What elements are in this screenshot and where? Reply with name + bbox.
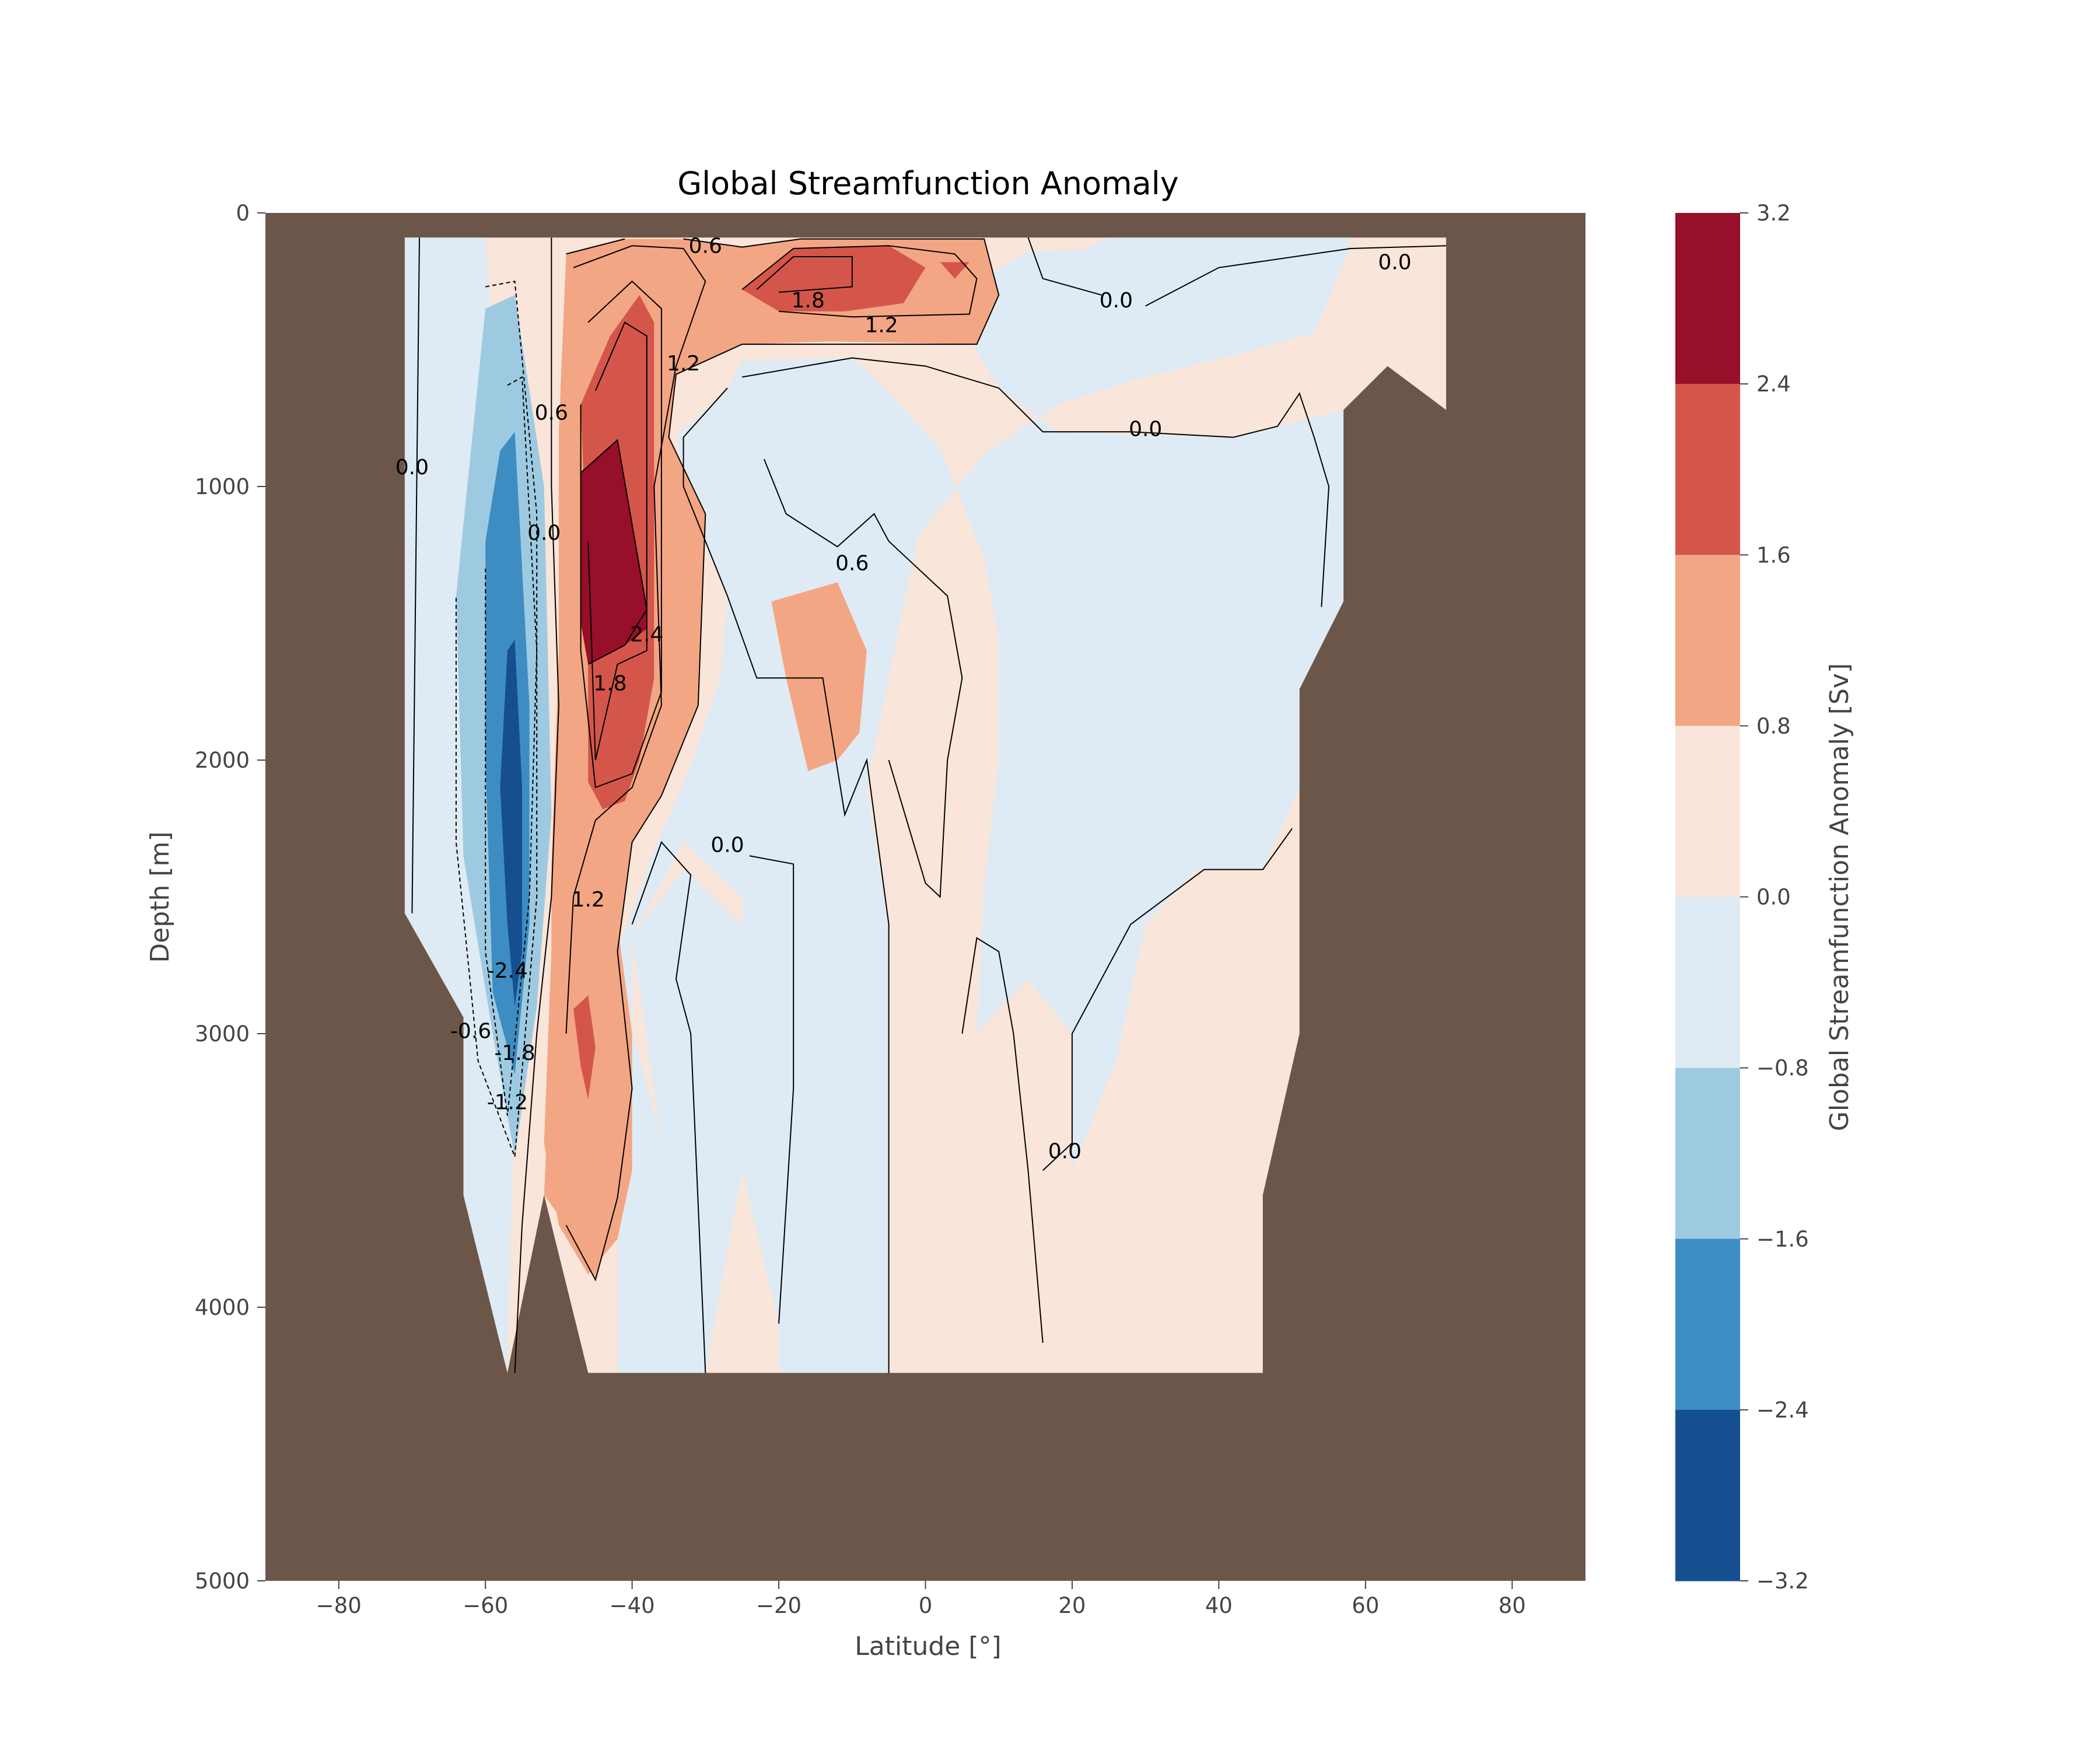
contour-line-top-12 <box>741 245 978 318</box>
x-axis: −80 −60 −40 −20 0 20 40 60 80 <box>316 1581 1526 1618</box>
contour-line-zero-inner-loop <box>682 387 890 1373</box>
colorbar-swatch <box>1675 555 1740 726</box>
contour-line-zero-west-inner <box>514 237 559 1373</box>
x-tick-label: −20 <box>756 1593 802 1618</box>
colorbar-swatch <box>1675 1238 1740 1410</box>
contour-line-zero-north-upper <box>1027 237 1102 296</box>
y-tick-label: 2000 <box>195 748 250 773</box>
colorbar-swatch <box>1675 897 1740 1069</box>
contour-label: 1.8 <box>593 672 626 696</box>
contour-label: 0.0 <box>1100 289 1133 313</box>
x-tick-label: −60 <box>463 1593 508 1618</box>
contour-label: 1.2 <box>667 352 700 376</box>
contour-line-zero-deep-east <box>1042 828 1293 1171</box>
contour-label: 2.4 <box>630 622 663 646</box>
colorbar-tick-label: −1.6 <box>1756 1227 1809 1252</box>
y-axis: 0 1000 2000 3000 4000 5000 <box>195 201 265 1594</box>
plot-area: 0.6 1.8 1.2 0.0 0.0 1.2 0.6 0.0 0.0 0.0 0.6 2.4 1.8 0… <box>265 213 1586 1581</box>
x-tick-label: 0 <box>919 1593 933 1618</box>
contour-fill-neg-band-deep-mid <box>779 836 889 1373</box>
contour-line-zero-deep-center <box>961 937 1044 1343</box>
contour-label: -2.4 <box>487 959 528 983</box>
colorbar-tick-label: 0.0 <box>1756 885 1791 910</box>
contour-fill-neg-band-deep-west <box>632 869 743 1373</box>
y-axis-label: Depth [m] <box>145 831 175 963</box>
x-tick-label: 40 <box>1205 1593 1233 1618</box>
contour-label: -0.6 <box>450 1019 491 1043</box>
contour-fill-strong-pos-core <box>580 440 647 664</box>
contour-line-zero-mid <box>742 357 1330 607</box>
colorbar-tick-label: 3.2 <box>1756 201 1791 226</box>
colorbar-tick-label: 0.8 <box>1756 713 1791 738</box>
contour-label: 0.6 <box>835 551 869 575</box>
y-tick-label: 1000 <box>195 474 250 499</box>
colorbar-tick-label: 1.6 <box>1756 542 1791 568</box>
contour-fill-strongest-neg-south <box>500 639 522 1007</box>
colorbar-swatch <box>1675 384 1740 555</box>
x-tick-label: 80 <box>1499 1593 1526 1618</box>
contour-label: 0.6 <box>689 234 722 258</box>
y-tick-label: 4000 <box>195 1295 250 1320</box>
y-tick-label: 3000 <box>195 1021 250 1046</box>
contour-label: 1.2 <box>864 313 898 337</box>
contour-label: -1.8 <box>494 1041 535 1065</box>
y-tick-label: 5000 <box>195 1569 250 1594</box>
x-tick-label: −80 <box>316 1593 362 1618</box>
contour-fill-pos-band-mid-patch <box>771 582 867 771</box>
contour-line-zero-deep-west <box>631 841 706 1373</box>
contour-label: 1.2 <box>572 888 605 912</box>
colorbar-swatch <box>1675 1409 1740 1581</box>
x-tick-label: 20 <box>1058 1593 1086 1618</box>
contour-line-top-18 <box>756 256 853 293</box>
contour-label: 0.0 <box>1129 418 1162 442</box>
contour-label: 0.0 <box>1048 1140 1082 1164</box>
contour-line-zero-north-right <box>1145 245 1447 307</box>
contour-line-pos-18 <box>587 321 648 761</box>
x-tick-label: −40 <box>610 1593 655 1618</box>
contour-label: -1.2 <box>487 1090 528 1114</box>
colorbar-tick-label: −2.4 <box>1756 1398 1809 1423</box>
x-axis-label: Latitude [°] <box>855 1632 1001 1661</box>
colorbar: 3.2 2.4 1.6 0.8 0.0 −0.8 −1.6 −2.4 −3.2 <box>1675 201 1809 1594</box>
contour-line-pos-24 <box>580 439 648 665</box>
contour-line-pos-06-mid <box>763 459 963 898</box>
contour-line-zero-deep-mid <box>749 855 794 1324</box>
contour-label: 0.0 <box>710 833 744 857</box>
chart-title: Global Streamfunction Anomaly <box>677 165 1178 202</box>
contour-fills <box>265 237 1447 1581</box>
contour-line-zero-south <box>411 237 420 914</box>
contour-label: 0.6 <box>535 401 568 425</box>
contour-line-pos-zero-outer <box>565 238 1000 1282</box>
contour-line-pos-12 <box>580 280 662 789</box>
colorbar-tick-label: −3.2 <box>1756 1569 1809 1594</box>
colorbar-swatch <box>1675 213 1740 384</box>
contour-line-neg-outer <box>455 281 538 1157</box>
contour-fill-pos-band-west <box>544 239 999 1280</box>
colorbar-swatch <box>1675 726 1740 898</box>
colorbar-tick-label: −0.8 <box>1756 1056 1809 1081</box>
colorbar-tick-label: 2.4 <box>1756 372 1791 397</box>
contour-labels: 0.6 1.8 1.2 0.0 0.0 1.2 0.6 0.0 0.0 0.0 0.6 2.4 1.8 0… <box>396 234 1412 1163</box>
y-tick-label: 0 <box>236 201 250 226</box>
seafloor-land <box>265 1195 1263 1581</box>
contour-label: 0.0 <box>1378 250 1411 274</box>
x-tick-label: 60 <box>1352 1593 1379 1618</box>
colorbar-swatch <box>1675 1068 1740 1240</box>
colorbar-label: Global Streamfunction Anomaly [Sv] <box>1825 663 1854 1132</box>
contour-fill-neg-band-north-east <box>984 246 1351 388</box>
contour-line-zero-boundary <box>566 238 625 255</box>
contour-label: 0.0 <box>527 522 561 545</box>
contour-fill-mid-pos-top-dot <box>940 262 970 279</box>
contour-line-neg-inner <box>485 376 538 1116</box>
contour-fill-mid-pos-deep <box>573 995 596 1100</box>
contour-label: 0.0 <box>396 456 429 480</box>
contour-line-pos-06 <box>565 245 706 1034</box>
contour-label: 1.8 <box>792 289 825 313</box>
contour-lines <box>411 237 1447 1373</box>
